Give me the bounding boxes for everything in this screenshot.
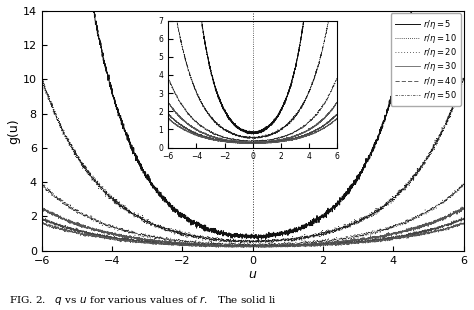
Y-axis label: g(u): g(u) — [7, 118, 20, 144]
Legend: $r/\eta=5$, $r/\eta=10$, $r/\eta=20$, $r/\eta=30$, $r/\eta=40$, $r/\eta=50$: $r/\eta=5$, $r/\eta=10$, $r/\eta=20$, $r… — [391, 13, 461, 106]
X-axis label: u: u — [249, 268, 256, 281]
Text: FIG. 2.   $q$ vs $u$ for various values of $r$.   The solid li: FIG. 2. $q$ vs $u$ for various values of… — [9, 294, 277, 307]
